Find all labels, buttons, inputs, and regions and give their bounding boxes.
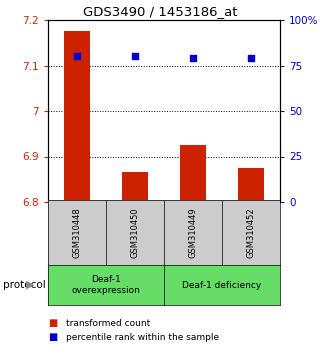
Text: transformed count: transformed count (66, 319, 150, 327)
Point (190, 55, 196, 61)
Text: ▶: ▶ (26, 280, 35, 290)
Text: GSM310452: GSM310452 (246, 207, 255, 258)
Bar (122, 172, 148, 202)
Point (248, 55, 253, 61)
Text: GSM310450: GSM310450 (131, 207, 140, 258)
Text: GSM310449: GSM310449 (188, 207, 197, 258)
Text: GDS3490 / 1453186_at: GDS3490 / 1453186_at (83, 5, 237, 18)
Text: percentile rank within the sample: percentile rank within the sample (66, 332, 219, 342)
Text: ■: ■ (48, 318, 57, 328)
Text: protocol: protocol (3, 280, 46, 290)
Point (75, 53, 80, 59)
Text: Deaf-1 deficiency: Deaf-1 deficiency (182, 280, 262, 290)
Point (132, 53, 138, 59)
Text: GSM310448: GSM310448 (73, 207, 82, 258)
Bar (180, 145, 206, 202)
Text: ■: ■ (48, 332, 57, 342)
Bar (238, 168, 264, 202)
Bar (64, 32, 90, 202)
Text: Deaf-1
overexpression: Deaf-1 overexpression (72, 275, 140, 295)
